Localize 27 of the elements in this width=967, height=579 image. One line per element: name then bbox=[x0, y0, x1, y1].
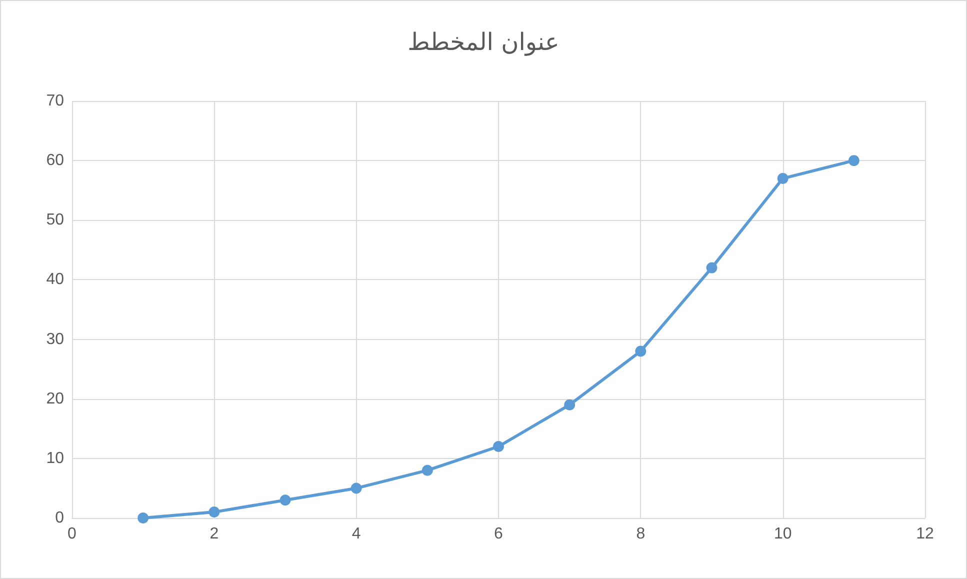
x-tick-label: 2 bbox=[210, 526, 219, 542]
y-tick-label: 70 bbox=[46, 92, 64, 110]
y-tick-label: 40 bbox=[46, 271, 64, 288]
y-tick-label: 20 bbox=[46, 390, 64, 408]
y-tick-label: 60 bbox=[46, 152, 64, 170]
point bbox=[848, 155, 860, 166]
y-tick-label: 0 bbox=[55, 510, 64, 526]
point bbox=[350, 482, 362, 494]
point bbox=[706, 262, 718, 274]
x-tick-label: 10 bbox=[774, 526, 792, 542]
x-tick-label: 4 bbox=[352, 526, 361, 542]
point bbox=[777, 172, 788, 184]
x-tick-label: 8 bbox=[636, 526, 646, 542]
point bbox=[635, 346, 646, 357]
chart-title: عنوان المخطط bbox=[408, 28, 560, 56]
y-tick-label: 50 bbox=[46, 212, 64, 229]
x-tick-label: 0 bbox=[68, 526, 77, 542]
point bbox=[564, 399, 576, 410]
point bbox=[208, 506, 220, 518]
x-tick-label: 12 bbox=[916, 526, 934, 542]
point bbox=[493, 441, 504, 452]
point bbox=[422, 464, 433, 476]
y-tick-label: 30 bbox=[46, 330, 64, 348]
y-tick-label: 10 bbox=[46, 450, 64, 467]
point bbox=[280, 494, 291, 506]
point bbox=[138, 512, 149, 524]
x-tick-label: 6 bbox=[494, 526, 504, 542]
